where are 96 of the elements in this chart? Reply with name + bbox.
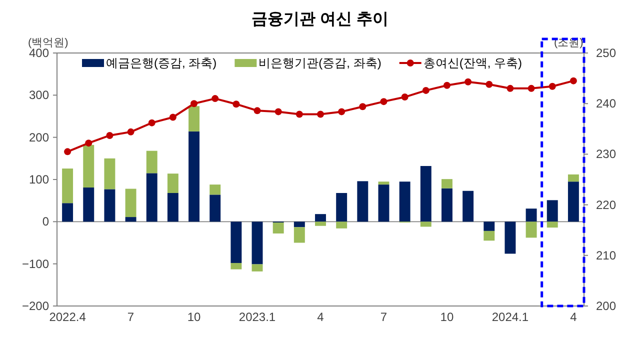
bar <box>462 190 474 222</box>
point <box>443 82 450 89</box>
bar <box>83 144 94 188</box>
bar <box>378 182 390 185</box>
legend-label: 예금은행(증감, 좌축) <box>106 56 217 70</box>
bar <box>442 179 452 188</box>
point <box>148 119 156 126</box>
point <box>190 100 198 108</box>
bar <box>210 184 221 195</box>
bar <box>442 188 452 222</box>
y-tick-label: 200 <box>28 130 50 144</box>
point <box>464 78 472 86</box>
bar <box>526 208 537 222</box>
point <box>506 84 514 92</box>
bar <box>294 227 305 243</box>
bar <box>125 188 136 218</box>
bar <box>167 174 178 193</box>
point <box>85 140 92 147</box>
bar <box>484 230 495 241</box>
point <box>359 103 366 110</box>
point <box>106 132 114 139</box>
bar <box>252 222 263 264</box>
x-tick-label: 2023.1 <box>238 310 276 324</box>
point <box>127 128 134 136</box>
x-tick-label: 2022.4 <box>49 310 86 324</box>
y2-tick-label: 210 <box>596 248 616 262</box>
bar <box>315 222 326 226</box>
point <box>548 82 556 90</box>
x-tick-label: 4 <box>570 310 578 324</box>
bar <box>230 262 242 270</box>
x-tick-label: 7 <box>127 310 134 324</box>
y-tick-label: 0 <box>42 214 50 229</box>
point <box>380 98 388 106</box>
x-tick-label: 4 <box>317 310 324 324</box>
bar <box>167 192 178 222</box>
point <box>338 108 346 116</box>
bar <box>146 173 158 222</box>
bar <box>378 184 390 222</box>
bar <box>188 131 200 222</box>
bar <box>146 150 158 174</box>
point <box>64 148 72 156</box>
bar <box>125 217 136 222</box>
point <box>528 84 535 92</box>
bar <box>568 182 579 222</box>
bar <box>420 222 432 227</box>
y2-tick-label: 250 <box>596 46 616 60</box>
chart-title: 금융기관 여신 추이 <box>252 11 388 28</box>
y-tick-label: 300 <box>28 88 50 102</box>
bar <box>210 194 221 222</box>
bar <box>62 203 74 222</box>
point <box>212 95 219 102</box>
bar <box>357 181 368 222</box>
bar <box>294 222 305 228</box>
point <box>422 86 430 94</box>
y-tick-label: −200 <box>22 299 50 313</box>
bar <box>336 192 348 222</box>
bar <box>188 106 200 132</box>
point <box>254 107 261 114</box>
bar <box>336 222 348 228</box>
y2-tick-label: 220 <box>596 198 616 212</box>
bar <box>504 222 516 254</box>
y-axis-title: (백억원) <box>28 37 68 49</box>
point <box>274 108 282 116</box>
bar <box>252 264 263 272</box>
point <box>317 110 324 118</box>
point <box>296 110 303 118</box>
bar <box>104 158 116 190</box>
x-tick-label: 2024.1 <box>492 310 529 324</box>
bar <box>399 182 410 222</box>
y2-tick-label: 240 <box>596 96 616 111</box>
point <box>570 77 577 84</box>
bar <box>62 168 74 204</box>
y-tick-label: −100 <box>22 256 50 271</box>
legend-label: 총여신(잔액, 우축) <box>423 56 522 70</box>
y-tick-label: 100 <box>28 172 50 186</box>
point <box>169 114 176 121</box>
bar <box>272 222 284 234</box>
bar <box>526 222 537 238</box>
y2-tick-label: 230 <box>596 147 616 162</box>
bar <box>546 200 558 222</box>
bar <box>420 166 432 222</box>
x-tick-label: 10 <box>440 310 454 324</box>
y2-tick-label: 200 <box>596 299 616 313</box>
point <box>486 80 493 88</box>
bar <box>104 189 116 222</box>
bar <box>568 174 579 182</box>
bar <box>315 214 326 222</box>
legend-label: 비은행기관(증감, 좌축) <box>258 56 382 70</box>
bar <box>83 188 94 222</box>
bar <box>546 222 558 228</box>
x-tick-label: 7 <box>380 310 388 324</box>
x-tick-label: 10 <box>187 310 202 324</box>
point <box>232 100 240 108</box>
bar <box>230 222 242 263</box>
bar <box>484 222 495 231</box>
point <box>401 94 408 101</box>
